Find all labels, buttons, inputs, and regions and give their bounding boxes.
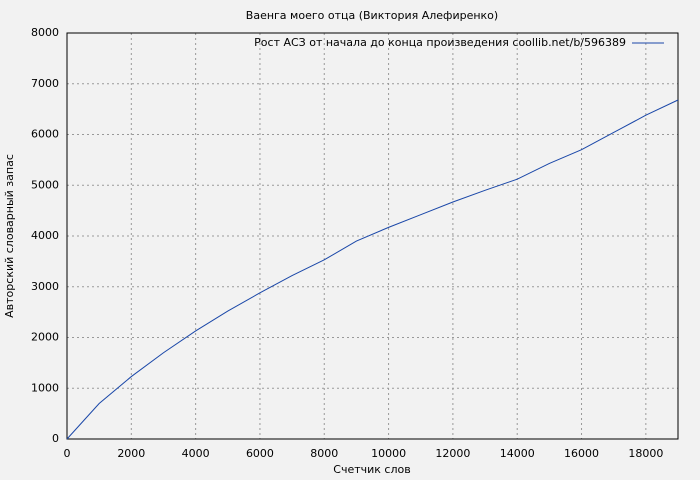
x-tick-label: 16000	[564, 447, 599, 460]
x-tick-label: 12000	[435, 447, 470, 460]
plot-frame	[66, 32, 679, 440]
chart-title: Ваенга моего отца (Виктория Алефиренко)	[246, 9, 498, 22]
y-tick-label: 7000	[31, 77, 59, 90]
x-tick-label: 14000	[500, 447, 535, 460]
y-tick-label: 8000	[31, 26, 59, 39]
y-tick-label: 1000	[31, 381, 59, 394]
y-tick-label: 6000	[31, 128, 59, 141]
legend-label: Рост АСЗ от начала до конца произведения…	[254, 36, 626, 49]
data-line	[66, 99, 679, 440]
x-tick-label: 4000	[182, 447, 210, 460]
y-axis-label: Авторский словарный запас	[3, 154, 16, 318]
x-tick-label: 0	[64, 447, 71, 460]
x-tick-label: 18000	[628, 447, 663, 460]
x-tick-label: 6000	[246, 447, 274, 460]
y-tick-label: 5000	[31, 178, 59, 191]
x-axis-label: Счетчик слов	[333, 463, 410, 476]
x-tick-label: 10000	[371, 447, 406, 460]
x-tick-label: 2000	[117, 447, 145, 460]
y-tick-label: 4000	[31, 229, 59, 242]
x-tick-label: 8000	[310, 447, 338, 460]
y-tick-label: 3000	[31, 280, 59, 293]
y-tick-label: 2000	[31, 331, 59, 344]
y-tick-label: 0	[52, 432, 59, 445]
